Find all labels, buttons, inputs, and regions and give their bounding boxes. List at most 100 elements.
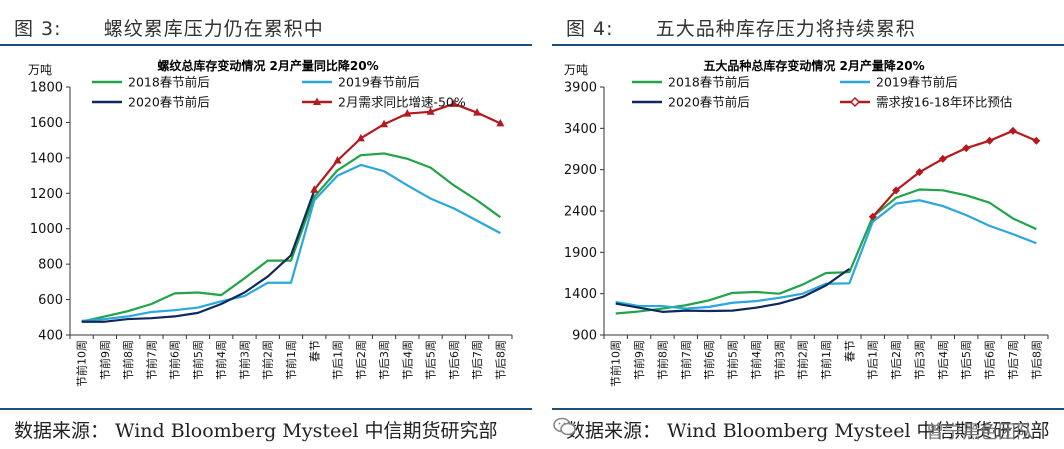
- x-tick-label: 节前2周: [796, 340, 810, 380]
- x-tick-label: 节后6周: [448, 340, 461, 380]
- y-tick-label: 1400: [30, 151, 63, 166]
- series-line: [81, 163, 501, 322]
- x-tick-label: 节前3周: [237, 340, 251, 380]
- y-tick-label: 1600: [30, 116, 63, 131]
- legend-label: 2019春节前后: [876, 75, 958, 90]
- source-rule: [0, 408, 532, 410]
- x-tick-label: 节前9周: [632, 340, 646, 380]
- source-note: 数据来源： Wind Bloomberg Mysteel 中信期货研究部: [566, 420, 1050, 442]
- data-point: [380, 119, 389, 128]
- data-point: [915, 168, 924, 177]
- y-tick-label: 600: [38, 293, 63, 308]
- right-figure-panel: 图 4: 五大品种库存压力将持续累积 五大品种总库存变动情况 2月产量降20% 万…: [552, 0, 1064, 449]
- x-tick-label: 节后5周: [960, 340, 973, 380]
- x-tick-label: 春节: [843, 340, 856, 362]
- x-tick-label: 节后3周: [378, 340, 391, 380]
- y-tick-label: 1800: [30, 81, 63, 96]
- series-line: [615, 267, 851, 313]
- x-tick-label: 节前2周: [261, 340, 275, 380]
- source-rule: [552, 408, 1064, 410]
- x-tick-label: 节前6周: [702, 340, 716, 380]
- x-tick-label: 节前3周: [772, 340, 786, 380]
- data-point: [473, 108, 482, 116]
- data-point: [1008, 126, 1017, 135]
- x-tick-label: 节前10周: [75, 340, 89, 387]
- x-tick-label: 节前1周: [284, 340, 298, 380]
- x-tick-label: 节后1周: [332, 340, 345, 380]
- x-tick-label: 节后7周: [1007, 340, 1020, 380]
- watermark-text: 曾宁黑色团队: [926, 422, 1034, 443]
- x-tick-label: 节前9周: [98, 340, 112, 380]
- x-tick-label: 节后4周: [401, 340, 414, 380]
- x-tick-label: 节前7周: [679, 340, 693, 380]
- x-tick-label: 节后6周: [984, 340, 997, 380]
- data-point: [356, 133, 365, 142]
- x-tick-label: 节前4周: [214, 340, 228, 380]
- x-tick-label: 节后2周: [890, 340, 903, 380]
- data-point: [310, 185, 319, 193]
- x-tick-label: 节后5周: [425, 340, 438, 380]
- chart-title: 五大品种总库存变动情况 2月产量降20%: [703, 58, 924, 73]
- x-tick-label: 节前4周: [749, 340, 763, 380]
- data-point: [426, 107, 435, 115]
- figure-title: 图 3: 螺纹累库压力仍在累积中: [14, 18, 324, 40]
- data-point: [1032, 136, 1041, 145]
- series-line: [615, 199, 1037, 310]
- series-line: [615, 188, 1037, 315]
- y-axis-unit: 万吨: [564, 63, 588, 77]
- y-tick-label: 1000: [30, 222, 63, 237]
- x-tick-label: 节前10周: [609, 340, 623, 387]
- x-tick-label: 节后8周: [494, 340, 507, 380]
- y-tick-label: 900: [572, 329, 597, 344]
- y-tick-label: 400: [38, 329, 63, 344]
- series-line: [81, 190, 316, 323]
- series-line: [81, 152, 502, 323]
- legend-label: 2018春节前后: [128, 75, 210, 90]
- x-tick-label: 节后3周: [913, 340, 926, 380]
- inventory-chart-rebar: 螺纹总库存变动情况 2月产量同比降20% 万吨 400 600 800 1000 1200 1…: [28, 58, 513, 387]
- data-point: [962, 144, 971, 153]
- y-tick-label: 800: [38, 258, 63, 273]
- x-tick-label: 春节: [308, 340, 321, 362]
- x-tick-label: 节后2周: [355, 340, 368, 380]
- y-tick-label: 1200: [30, 187, 63, 202]
- y-tick-label: 2400: [564, 205, 597, 220]
- data-point: [938, 154, 947, 163]
- data-point: [333, 156, 342, 164]
- legend-label: 2月需求同比增速-50%: [338, 95, 466, 110]
- x-tick-label: 节前5周: [191, 340, 205, 380]
- x-tick-label: 节前8周: [121, 340, 135, 380]
- y-tick-label: 2900: [564, 163, 597, 178]
- x-tick-label: 节后1周: [867, 340, 880, 380]
- title-rule: [552, 44, 1064, 46]
- data-point: [449, 99, 458, 107]
- x-tick-label: 节前1周: [819, 340, 833, 380]
- title-rule: [0, 44, 532, 46]
- wechat-icon: [553, 417, 576, 436]
- legend-marker: [849, 96, 861, 108]
- legend-label: 2020春节前后: [128, 95, 210, 110]
- legend-label: 2018春节前后: [668, 75, 750, 90]
- figure-title: 图 4: 五大品种库存压力将持续累积: [566, 18, 916, 40]
- legend-label: 2020春节前后: [668, 95, 750, 110]
- legend-label: 需求按16-18年环比预估: [876, 95, 1012, 110]
- left-figure-panel: 图 3: 螺纹累库压力仍在累积中 螺纹总库存变动情况 2月产量同比降20% 万吨 4…: [0, 18, 532, 442]
- y-tick-label: 3400: [564, 122, 597, 137]
- series-line: [871, 129, 1037, 218]
- inventory-chart-five-products: 五大品种总库存变动情况 2月产量降20% 万吨 900 1400 1900 2400 290…: [564, 58, 1049, 387]
- data-point: [496, 118, 505, 127]
- legend-label: 2019春节前后: [338, 75, 420, 90]
- x-tick-label: 节前6周: [168, 340, 182, 380]
- y-tick-label: 1900: [564, 246, 597, 261]
- data-point: [868, 212, 877, 221]
- y-tick-label: 3900: [564, 81, 597, 96]
- y-tick-label: 1400: [564, 287, 597, 302]
- x-tick-label: 节后4周: [937, 340, 950, 380]
- y-axis-unit: 万吨: [28, 63, 52, 77]
- x-tick-label: 节前8周: [655, 340, 669, 380]
- x-tick-label: 节前7周: [144, 340, 158, 380]
- x-tick-label: 节后8周: [1030, 340, 1043, 380]
- data-point: [985, 136, 994, 145]
- legend-marker: [313, 97, 321, 105]
- data-point: [892, 186, 901, 195]
